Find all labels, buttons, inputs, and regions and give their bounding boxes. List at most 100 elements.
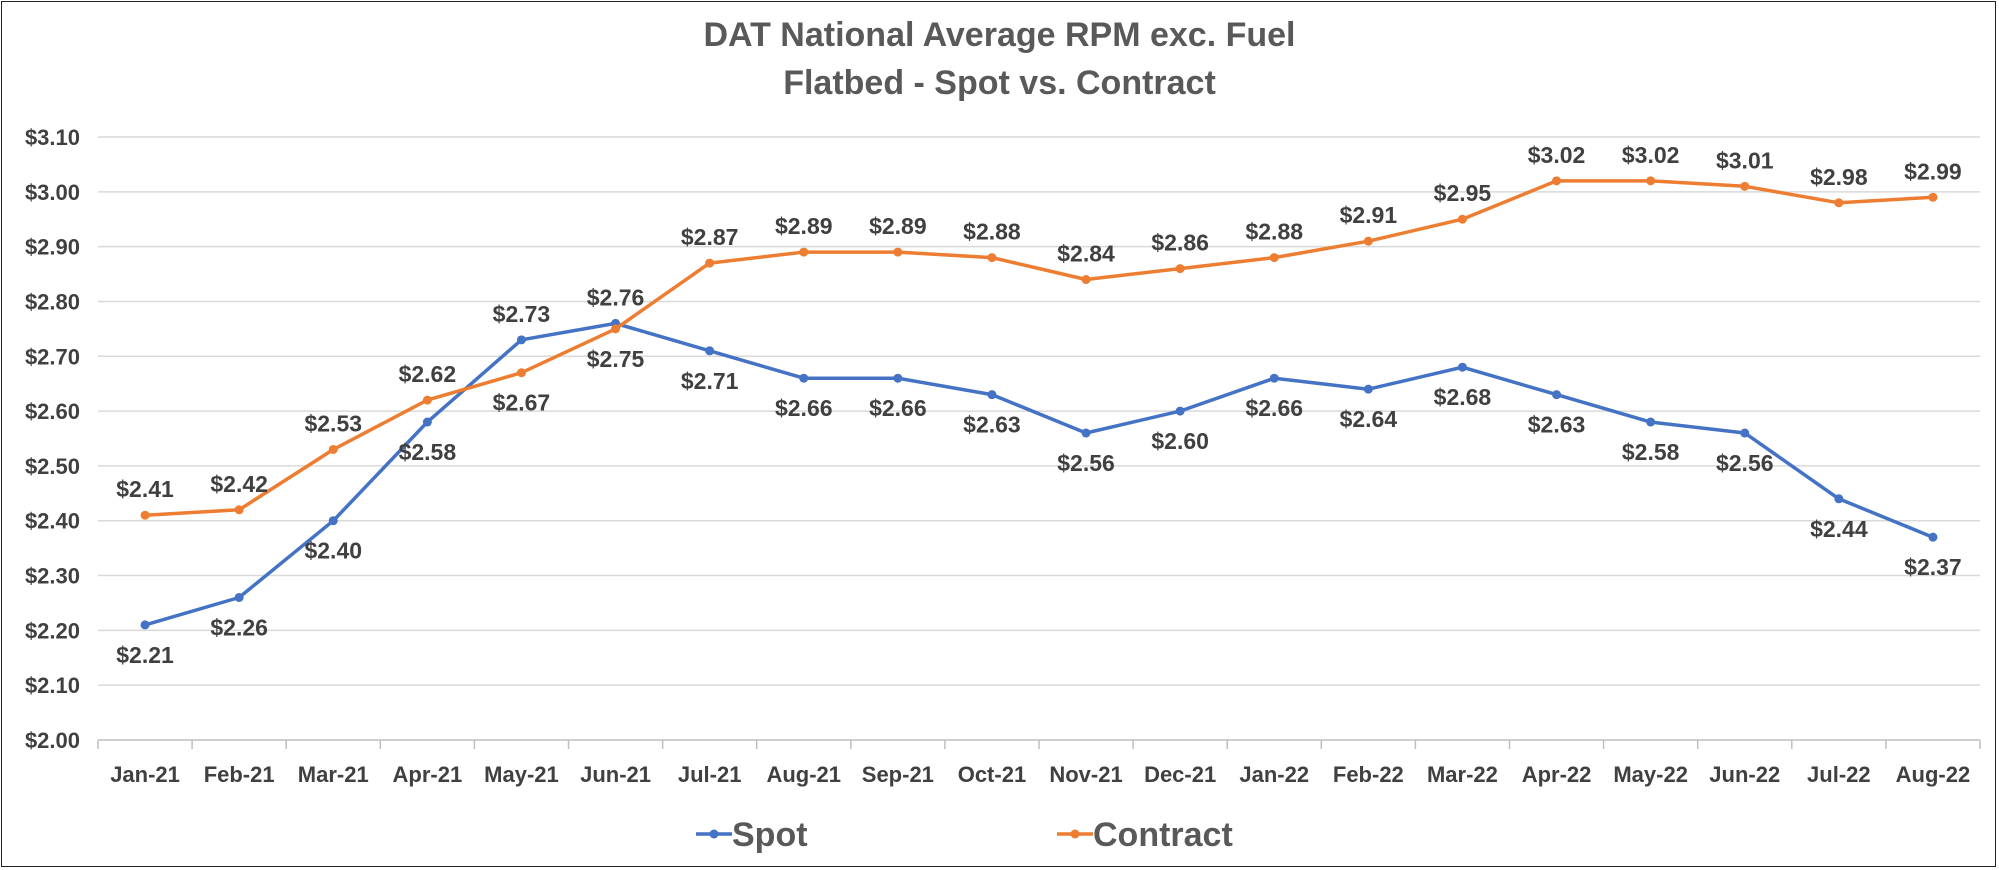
data-label-contract: $2.89 <box>869 213 927 239</box>
data-point-contract <box>1646 176 1656 186</box>
data-point-spot <box>1740 428 1750 438</box>
data-label-spot: $2.64 <box>1340 406 1398 432</box>
data-point-contract <box>1269 253 1279 263</box>
y-tick-label: $2.50 <box>25 454 80 479</box>
legend-item-spot: Spot <box>696 816 808 854</box>
data-label-spot: $2.68 <box>1434 384 1492 410</box>
data-point-contract <box>516 368 526 378</box>
data-label-contract: $2.95 <box>1434 180 1492 206</box>
data-label-contract: $2.88 <box>963 219 1021 245</box>
data-point-contract <box>1175 264 1185 274</box>
data-point-spot <box>893 373 903 383</box>
data-label-contract: $2.53 <box>304 410 362 436</box>
x-tick-label: Nov-21 <box>1049 762 1122 787</box>
y-tick-label: $2.80 <box>25 289 80 314</box>
data-point-contract <box>611 324 621 334</box>
x-tick-label: Jul-22 <box>1807 762 1871 787</box>
data-label-spot: $2.66 <box>869 395 927 421</box>
data-label-spot: $2.56 <box>1716 450 1774 476</box>
data-point-contract <box>140 510 150 520</box>
data-label-contract: $3.02 <box>1528 142 1586 168</box>
data-point-contract <box>1457 214 1467 224</box>
data-label-spot: $2.63 <box>1528 412 1586 438</box>
data-label-contract: $2.87 <box>681 224 739 250</box>
data-label-spot: $2.66 <box>1245 395 1303 421</box>
data-label-contract: $2.75 <box>587 346 645 372</box>
data-labels: $2.21 $2.26 $2.40 $2.58 $2.73 $2.76 $2.71 $2.66… <box>116 142 1961 668</box>
data-label-spot: $2.21 <box>116 642 174 668</box>
data-point-contract <box>234 505 244 515</box>
data-label-spot: $2.56 <box>1057 450 1115 476</box>
data-point-contract <box>1834 198 1844 208</box>
y-tick-label: $3.10 <box>25 125 80 150</box>
data-point-spot <box>1928 532 1938 542</box>
x-tick-label: Mar-21 <box>298 762 369 787</box>
data-point-spot <box>422 417 432 427</box>
data-label-contract: $3.01 <box>1716 147 1774 173</box>
data-label-spot: $2.63 <box>963 412 1021 438</box>
data-point-spot <box>1552 390 1562 400</box>
data-point-spot <box>1175 406 1185 416</box>
data-point-contract <box>422 395 432 405</box>
data-label-spot: $2.58 <box>1622 439 1680 465</box>
y-tick-label: $2.10 <box>25 673 80 698</box>
y-tick-label: $3.00 <box>25 180 80 205</box>
legend-label: Contract <box>1093 816 1233 854</box>
x-tick-label: Feb-21 <box>204 762 275 787</box>
data-point-spot <box>1834 494 1844 504</box>
data-point-spot <box>234 592 244 602</box>
data-point-spot <box>1269 373 1279 383</box>
x-axis: Jan-21 Feb-21 Mar-21 Apr-21 May-21 Jun-21 Jul-… <box>97 739 1981 787</box>
x-tick-label: Dec-21 <box>1144 762 1216 787</box>
y-tick-label: $2.30 <box>25 564 80 589</box>
data-label-spot: $2.60 <box>1151 428 1209 454</box>
data-label-spot: $2.71 <box>681 368 739 394</box>
data-point-contract <box>1928 192 1938 202</box>
x-tick-label: Sep-21 <box>862 762 934 787</box>
data-point-contract <box>1552 176 1562 186</box>
x-tick-label: Jul-21 <box>678 762 742 787</box>
data-point-spot <box>140 620 150 630</box>
data-label-contract: $2.86 <box>1151 230 1209 256</box>
data-point-contract <box>987 253 997 263</box>
y-tick-label: $2.60 <box>25 399 80 424</box>
data-point-spot <box>1363 384 1373 394</box>
data-point-contract <box>328 444 338 454</box>
x-tick-label: Jun-22 <box>1709 762 1780 787</box>
y-tick-label: $2.90 <box>25 235 80 260</box>
x-tick-label: Oct-21 <box>958 762 1026 787</box>
data-label-contract: $2.42 <box>210 471 268 497</box>
data-point-contract <box>1363 236 1373 246</box>
data-point-spot <box>1081 428 1091 438</box>
y-tick-label: $2.00 <box>25 728 80 753</box>
x-tick-label: Jan-21 <box>110 762 180 787</box>
y-tick-label: $2.40 <box>25 509 80 534</box>
x-tick-label: Feb-22 <box>1333 762 1404 787</box>
data-point-spot <box>1646 417 1656 427</box>
x-tick-label: Apr-22 <box>1522 762 1592 787</box>
data-label-contract: $2.41 <box>116 476 174 502</box>
x-tick-label: Aug-21 <box>766 762 841 787</box>
series-line-contract <box>144 179 1934 517</box>
chart-title: DAT National Average RPM exc. Fuel <box>703 16 1296 54</box>
x-tick-label: Apr-21 <box>393 762 463 787</box>
series-line-spot <box>144 321 1934 627</box>
x-tick-label: Jun-21 <box>580 762 651 787</box>
legend-swatch-marker <box>1070 829 1080 839</box>
x-tick-label: May-22 <box>1613 762 1688 787</box>
data-point-contract <box>1740 181 1750 191</box>
data-point-spot <box>328 516 338 526</box>
data-label-contract: $2.98 <box>1810 164 1868 190</box>
data-label-spot: $2.76 <box>587 284 645 310</box>
y-tick-label: $2.70 <box>25 344 80 369</box>
legend: Spot Contract <box>696 816 1233 854</box>
y-axis: $2.00 $2.10 $2.20 $2.30 $2.40 $2.50 $2.60 $2.70… <box>25 125 80 753</box>
data-label-spot: $2.66 <box>775 395 833 421</box>
x-tick-label: Aug-22 <box>1896 762 1971 787</box>
series-group <box>140 176 1938 630</box>
data-label-contract: $2.62 <box>399 361 457 387</box>
data-label-contract: $2.91 <box>1340 202 1398 228</box>
data-label-contract: $2.88 <box>1245 219 1303 245</box>
data-point-contract <box>705 258 715 268</box>
